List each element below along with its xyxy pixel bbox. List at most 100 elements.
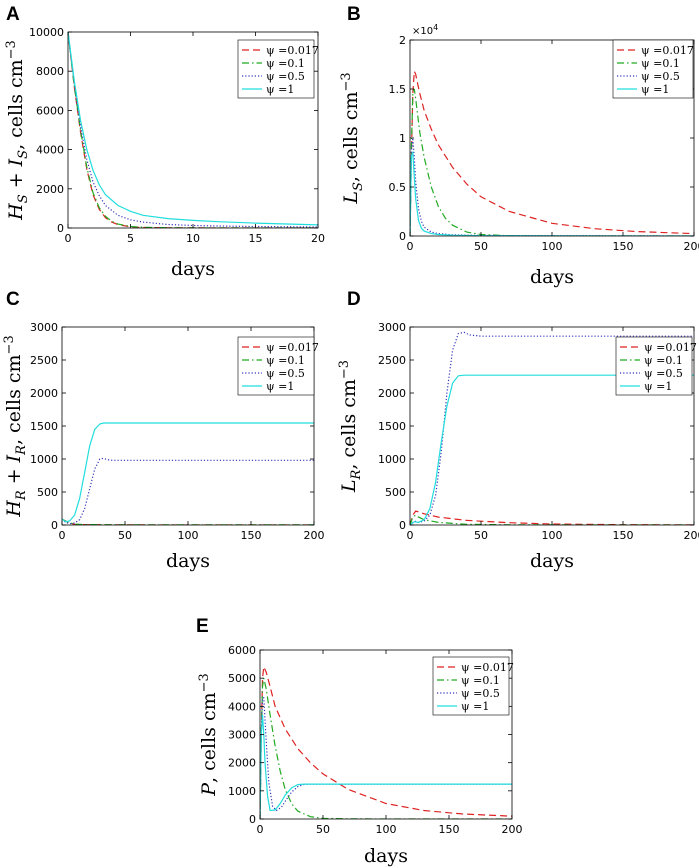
y-axis-label: HR + IR, cells cm−3	[2, 335, 29, 517]
x-axis-label: days	[171, 258, 215, 280]
y-tick-label: 2500	[378, 354, 406, 367]
y-tick-label: 2500	[30, 354, 58, 367]
y-label-unit: , cells cm	[3, 354, 25, 445]
legend-entry: ψ =0.017	[266, 44, 319, 57]
y-label-sup: −3	[2, 335, 17, 354]
x-tick-label: 0	[257, 823, 264, 836]
y-tick-label: 0	[399, 230, 406, 243]
series-line	[68, 32, 318, 228]
y-tick-label: 1500	[378, 420, 406, 433]
x-tick-label: 150	[439, 823, 460, 836]
y-tick-label: 4000	[36, 144, 64, 157]
x-tick-label: 50	[316, 823, 330, 836]
legend-entry: ψ =0.017	[644, 341, 697, 354]
y-label-sub: R	[349, 469, 364, 480]
x-tick-label: 50	[118, 529, 132, 542]
series-line	[410, 514, 694, 525]
legend-box	[432, 656, 510, 716]
legend-box	[237, 39, 315, 99]
y-axis-label: P, cells cm−3	[197, 673, 220, 797]
x-tick-label: 200	[684, 529, 699, 542]
legend-entry: ψ =0.1	[266, 57, 305, 70]
y-label-var: L	[340, 191, 362, 205]
y-label-sup: −3	[197, 673, 212, 692]
x-tick-label: 100	[376, 823, 397, 836]
legend-entry: ψ =1	[266, 380, 294, 393]
series-line	[410, 88, 694, 236]
series-line	[410, 137, 694, 236]
y-tick-label: 0	[51, 519, 58, 532]
x-tick-label: 150	[613, 240, 634, 253]
legend-entry: ψ =0.017	[461, 661, 514, 674]
series-line	[410, 69, 694, 236]
panel-letter: A	[6, 4, 20, 25]
y-label-mid: +	[5, 166, 27, 194]
series-line	[62, 457, 314, 525]
x-tick-label: 200	[502, 823, 523, 836]
x-axis-label: days	[166, 550, 210, 572]
x-axis-label: days	[530, 550, 574, 572]
series-line	[260, 714, 512, 819]
y-label-var: P	[198, 782, 220, 797]
y-label-var2: I	[5, 158, 27, 167]
y-tick-label: 3000	[378, 321, 406, 334]
x-tick-label: 0	[407, 529, 414, 542]
y-tick-label: 3000	[30, 321, 58, 334]
y-label-sub2: S	[16, 150, 31, 159]
x-tick-label: 15	[249, 232, 263, 245]
y-tick-label: 1	[399, 132, 406, 145]
legend-entry: ψ =1	[644, 380, 672, 393]
panel-b: B 0 50 100 150 200 0 0.5 1 1.5 2 ×104 days LS, cells …	[339, 4, 699, 288]
x-axis-label: days	[364, 845, 408, 867]
legend-entry: ψ =0.1	[641, 57, 680, 70]
legend-entry: ψ =0.1	[266, 354, 305, 367]
x-tick-label: 200	[304, 529, 325, 542]
y-tick-label: 2000	[30, 387, 58, 400]
y-tick-label: 2	[399, 34, 406, 47]
series-line	[68, 32, 318, 228]
panel-c: C0 50 100 150 200050010001500200025003000day…	[2, 289, 325, 572]
x-tick-label: 100	[178, 529, 199, 542]
legend-entry: ψ =0.1	[461, 674, 500, 687]
y-label-sub: R	[14, 490, 29, 501]
y-label-sub: S	[351, 182, 366, 191]
y-tick-label: 500	[385, 486, 406, 499]
x-tick-label: 0	[59, 529, 66, 542]
panel-letter: B	[347, 4, 361, 25]
y-label-var2: I	[3, 454, 25, 463]
y-label-sup: −3	[4, 40, 19, 59]
panel-a: A 0 5 10 15 20 0 2000 4000 6000 8000 10000 days HS + …	[4, 4, 325, 280]
y-tick-label: 1000	[378, 453, 406, 466]
x-tick-label: 0	[65, 232, 72, 245]
legend-entry: ψ =0.5	[644, 367, 683, 380]
legend-entry: ψ =0.1	[644, 354, 683, 367]
y-tick-label: 10000	[29, 26, 64, 39]
series-line	[410, 374, 694, 525]
y-tick-label: 2000	[378, 387, 406, 400]
x-tick-label: 50	[474, 529, 488, 542]
series-line	[260, 697, 512, 819]
x-tick-label: 20	[311, 232, 325, 245]
x-tick-label: 100	[542, 240, 563, 253]
y-label-unit: , cells cm	[5, 59, 27, 150]
y-tick-label: 0	[57, 222, 64, 235]
legend-entry: ψ =1	[461, 700, 489, 713]
y-axis-label: LR, cells cm−3	[337, 360, 364, 493]
y-scale-base: ×10	[412, 26, 433, 37]
y-label-unit: , cells cm	[198, 692, 220, 783]
x-tick-label: 150	[241, 529, 262, 542]
x-tick-label: 150	[613, 529, 634, 542]
legend-entry: ψ =0.017	[641, 44, 694, 57]
y-tick-label: 1000	[30, 453, 58, 466]
y-label-var: L	[338, 479, 360, 493]
legend-box	[615, 336, 693, 396]
y-tick-label: 1.5	[389, 83, 407, 96]
series-line	[62, 422, 314, 523]
legend-entry: ψ =0.017	[266, 341, 319, 354]
y-label-var: H	[3, 500, 25, 518]
legend-entry: ψ =1	[266, 83, 294, 96]
